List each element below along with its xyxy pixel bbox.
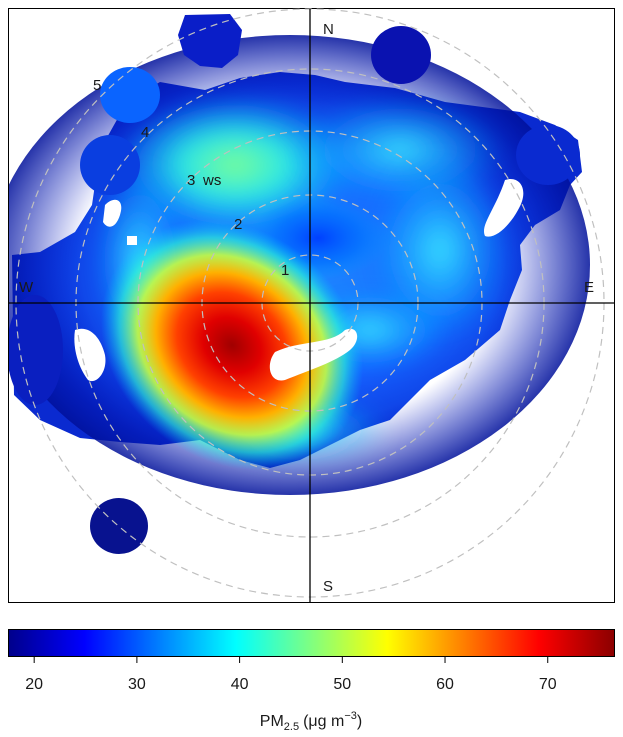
colorbar-tick-label: 70 — [539, 676, 557, 693]
colorbar-tick-label: 30 — [128, 676, 146, 693]
compass-north-label: N — [323, 21, 334, 38]
compass-east-label: E — [584, 279, 594, 296]
hotspot — [100, 219, 364, 471]
colorbar-title-close: ) — [357, 713, 362, 730]
colorbar-tick-label: 60 — [436, 676, 454, 693]
colorbar-tick-label: 20 — [25, 676, 43, 693]
colorbar-tick-label: 50 — [333, 676, 351, 693]
gap-east — [484, 179, 524, 237]
colorbar-ticks: 20 30 40 50 60 70 — [25, 656, 557, 693]
blob-northwest-bump-2 — [80, 135, 140, 195]
colorbar-title-unit: (μg m — [303, 713, 344, 730]
ring-label-3: 3 — [187, 172, 195, 189]
blob-west-bump — [9, 295, 63, 405]
compass-west-label: W — [19, 279, 34, 296]
gap-northwest — [103, 199, 122, 227]
ws-label: ws — [202, 172, 221, 189]
colorbar-tick-label: 40 — [231, 676, 249, 693]
colorbar — [8, 629, 615, 657]
colorbar-title-pollutant: PM — [260, 713, 284, 730]
blob-northwest-bump — [100, 67, 160, 123]
colorbar-title-superscript: −3 — [344, 710, 357, 722]
gap-south-center — [269, 328, 358, 381]
pollution-surface — [9, 14, 590, 554]
gap-west — [74, 328, 106, 382]
colorbar-title-subscript: 2.5 — [284, 721, 299, 733]
ring-label-4: 4 — [141, 124, 149, 141]
blob-south-west — [90, 498, 148, 554]
blob-northeast-bump — [516, 125, 580, 185]
gap-west-small — [127, 236, 137, 245]
blob-north-right — [371, 26, 431, 84]
colorbar-title: PM2.5 (μg m−3) — [260, 710, 362, 733]
ring-label-5: 5 — [93, 77, 101, 94]
compass-south-label: S — [323, 578, 333, 595]
blob-north-left — [178, 14, 242, 68]
ring-label-2: 2 — [234, 216, 242, 233]
ring-label-1: 1 — [281, 262, 289, 279]
